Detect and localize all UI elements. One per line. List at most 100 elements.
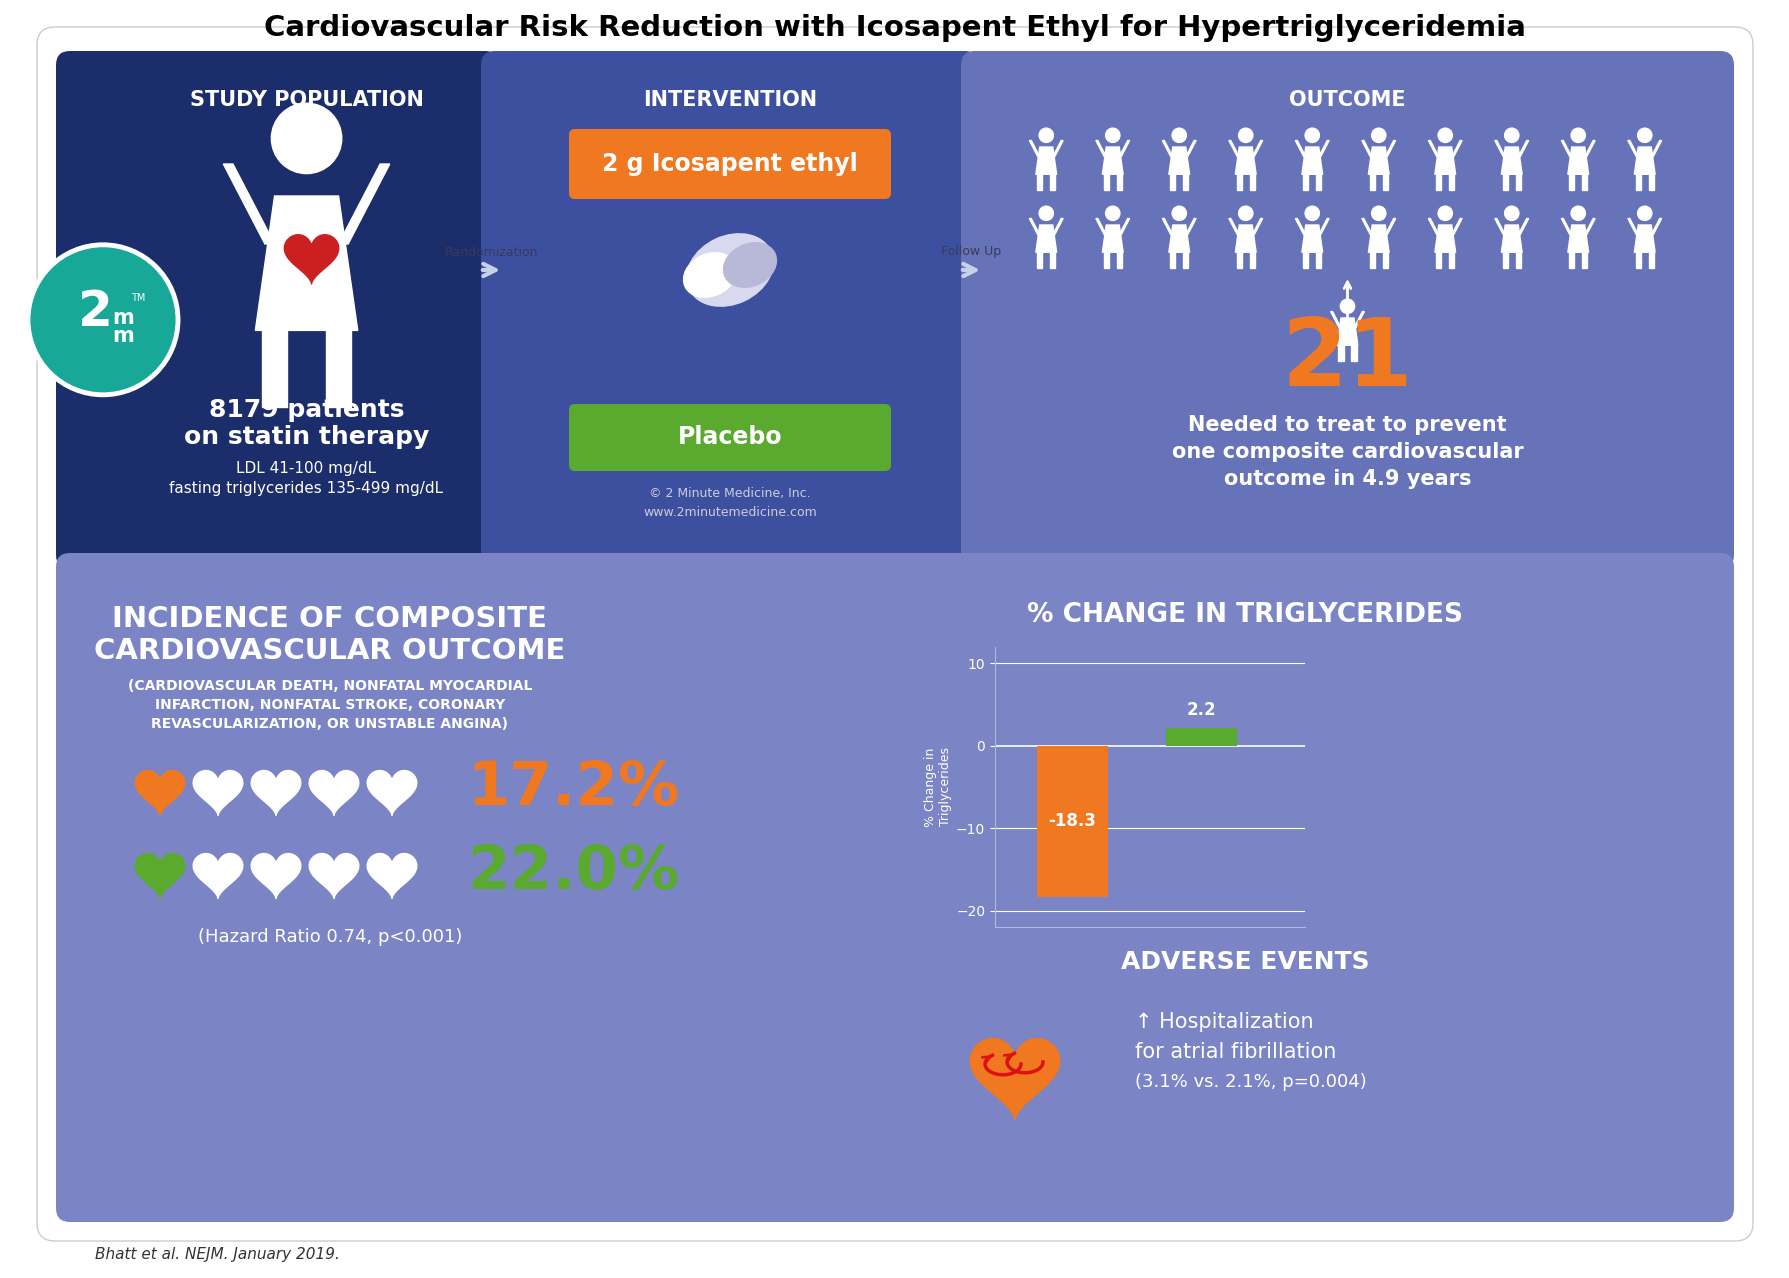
Polygon shape xyxy=(1301,147,1322,174)
Polygon shape xyxy=(1567,225,1589,252)
Circle shape xyxy=(1238,206,1252,220)
Circle shape xyxy=(1370,128,1385,142)
Polygon shape xyxy=(367,854,417,898)
Polygon shape xyxy=(1369,252,1374,268)
Circle shape xyxy=(1172,206,1186,220)
Polygon shape xyxy=(136,854,184,898)
Polygon shape xyxy=(1560,219,1571,235)
Polygon shape xyxy=(1494,141,1505,157)
Polygon shape xyxy=(1315,252,1320,268)
Polygon shape xyxy=(1302,252,1308,268)
Polygon shape xyxy=(136,771,184,815)
Circle shape xyxy=(1505,128,1519,142)
Polygon shape xyxy=(1184,219,1195,235)
Polygon shape xyxy=(256,196,358,331)
Polygon shape xyxy=(1234,225,1256,252)
Polygon shape xyxy=(1229,219,1238,235)
Text: (CARDIOVASCULAR DEATH, NONFATAL MYOCARDIAL
INFARCTION, NONFATAL STROKE, CORONARY: (CARDIOVASCULAR DEATH, NONFATAL MYOCARDI… xyxy=(127,679,531,731)
Ellipse shape xyxy=(723,243,776,288)
Polygon shape xyxy=(1249,174,1254,190)
Polygon shape xyxy=(1095,219,1106,235)
Polygon shape xyxy=(1385,141,1395,157)
Polygon shape xyxy=(1050,252,1056,268)
Polygon shape xyxy=(1649,141,1660,157)
Text: Needed to treat to prevent: Needed to treat to prevent xyxy=(1188,415,1506,435)
Text: 22.0%: 22.0% xyxy=(467,842,678,901)
Polygon shape xyxy=(1236,252,1242,268)
Ellipse shape xyxy=(687,234,773,307)
FancyBboxPatch shape xyxy=(961,51,1734,569)
Polygon shape xyxy=(1183,252,1188,268)
FancyBboxPatch shape xyxy=(481,51,979,569)
Polygon shape xyxy=(1435,225,1454,252)
Bar xyxy=(1165,727,1236,746)
Polygon shape xyxy=(250,854,301,898)
Polygon shape xyxy=(193,771,243,815)
Polygon shape xyxy=(1367,147,1388,174)
Circle shape xyxy=(1340,299,1354,313)
Text: CARDIOVASCULAR OUTCOME: CARDIOVASCULAR OUTCOME xyxy=(95,636,565,665)
Polygon shape xyxy=(1451,219,1462,235)
Polygon shape xyxy=(1635,174,1641,190)
Polygon shape xyxy=(1435,147,1454,174)
Circle shape xyxy=(1505,206,1519,220)
Text: STUDY POPULATION: STUDY POPULATION xyxy=(190,89,424,110)
Polygon shape xyxy=(1036,252,1041,268)
Circle shape xyxy=(1039,128,1052,142)
Polygon shape xyxy=(1318,141,1329,157)
Polygon shape xyxy=(1118,141,1129,157)
Text: 2 g Icosapent ethyl: 2 g Icosapent ethyl xyxy=(601,152,857,176)
Circle shape xyxy=(1437,128,1451,142)
Text: -18.3: -18.3 xyxy=(1048,813,1097,831)
Polygon shape xyxy=(1102,225,1122,252)
Polygon shape xyxy=(1170,174,1175,190)
Polygon shape xyxy=(309,771,358,815)
Text: Bhatt et al. NEJM. January 2019.: Bhatt et al. NEJM. January 2019. xyxy=(95,1247,340,1263)
Polygon shape xyxy=(1302,174,1308,190)
Polygon shape xyxy=(1494,219,1505,235)
FancyBboxPatch shape xyxy=(55,51,499,569)
Text: Follow Up: Follow Up xyxy=(941,245,1002,258)
Circle shape xyxy=(1437,206,1451,220)
Text: 2: 2 xyxy=(77,288,113,336)
Text: for atrial fibrillation: for atrial fibrillation xyxy=(1134,1042,1336,1062)
Text: ADVERSE EVENTS: ADVERSE EVENTS xyxy=(1120,950,1369,974)
FancyArrowPatch shape xyxy=(483,263,496,276)
Polygon shape xyxy=(1252,219,1261,235)
Polygon shape xyxy=(1301,225,1322,252)
Text: % CHANGE IN TRIGLYCERIDES: % CHANGE IN TRIGLYCERIDES xyxy=(1027,602,1462,627)
Polygon shape xyxy=(1116,174,1122,190)
Polygon shape xyxy=(1581,252,1587,268)
Text: m: m xyxy=(113,326,134,346)
Circle shape xyxy=(1106,128,1120,142)
Polygon shape xyxy=(1236,174,1242,190)
Circle shape xyxy=(1304,206,1318,220)
Polygon shape xyxy=(1381,174,1386,190)
Text: © 2 Minute Medicine, Inc.
www.2minutemedicine.com: © 2 Minute Medicine, Inc. www.2minutemed… xyxy=(642,487,816,519)
Polygon shape xyxy=(1249,252,1254,268)
Text: Placebo: Placebo xyxy=(678,426,782,450)
Polygon shape xyxy=(1635,252,1641,268)
Polygon shape xyxy=(1036,174,1041,190)
Polygon shape xyxy=(1168,147,1190,174)
Polygon shape xyxy=(1036,147,1056,174)
Polygon shape xyxy=(1295,219,1304,235)
Polygon shape xyxy=(1161,141,1172,157)
Polygon shape xyxy=(1451,141,1462,157)
Polygon shape xyxy=(261,331,288,408)
Polygon shape xyxy=(309,854,358,898)
Polygon shape xyxy=(1104,174,1107,190)
Polygon shape xyxy=(367,771,417,815)
Polygon shape xyxy=(338,164,390,244)
Polygon shape xyxy=(1560,141,1571,157)
Polygon shape xyxy=(1184,141,1195,157)
Polygon shape xyxy=(1501,225,1521,252)
Polygon shape xyxy=(1050,174,1056,190)
Polygon shape xyxy=(1501,147,1521,174)
Polygon shape xyxy=(1338,345,1344,360)
Polygon shape xyxy=(1170,252,1175,268)
Polygon shape xyxy=(1626,141,1637,157)
Polygon shape xyxy=(1626,219,1637,235)
Bar xyxy=(1036,746,1107,897)
Polygon shape xyxy=(1435,252,1440,268)
